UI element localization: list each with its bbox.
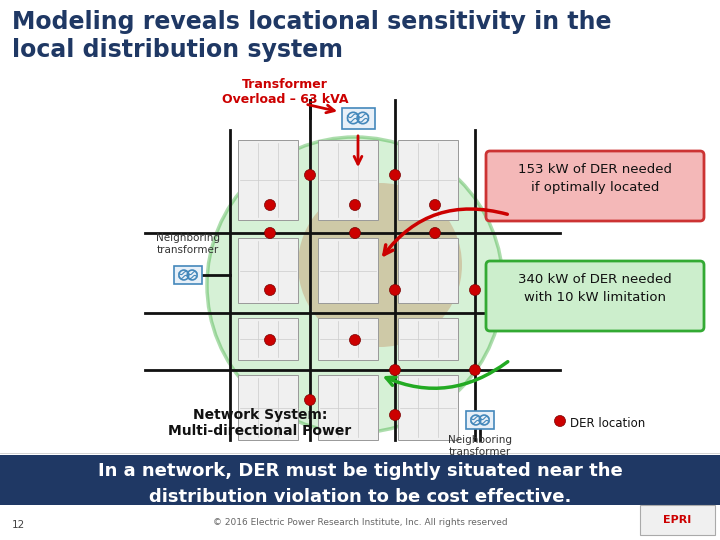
Circle shape <box>264 334 276 346</box>
Text: Neighboring
transformer: Neighboring transformer <box>448 435 512 457</box>
Circle shape <box>349 199 361 211</box>
Bar <box>238 140 298 220</box>
Circle shape <box>469 285 480 295</box>
Text: 340 kW of DER needed
with 10 kW limitation: 340 kW of DER needed with 10 kW limitati… <box>518 273 672 304</box>
Bar <box>398 318 458 360</box>
Bar <box>318 318 378 360</box>
Bar <box>0 455 720 505</box>
Text: Modeling reveals locational sensitivity in the: Modeling reveals locational sensitivity … <box>12 10 611 34</box>
Circle shape <box>349 227 361 239</box>
Circle shape <box>305 170 315 180</box>
Text: Network System:
Multi-directional Power: Network System: Multi-directional Power <box>168 408 351 438</box>
Text: © 2016 Electric Power Research Institute, Inc. All rights reserved: © 2016 Electric Power Research Institute… <box>212 518 508 527</box>
Circle shape <box>264 199 276 211</box>
FancyBboxPatch shape <box>486 151 704 221</box>
Bar <box>466 411 495 429</box>
Circle shape <box>390 285 400 295</box>
Text: Neighboring
transformer: Neighboring transformer <box>156 233 220 255</box>
Bar <box>238 318 298 360</box>
Bar <box>238 238 298 303</box>
Circle shape <box>430 199 441 211</box>
Bar <box>398 238 458 303</box>
Circle shape <box>264 227 276 239</box>
Text: local distribution system: local distribution system <box>12 38 343 62</box>
Circle shape <box>264 285 276 295</box>
Circle shape <box>469 364 480 375</box>
Text: In a network, DER must be tightly situated near the
distribution violation to be: In a network, DER must be tightly situat… <box>98 462 622 505</box>
Text: EPRI: EPRI <box>663 515 691 525</box>
Circle shape <box>305 395 315 406</box>
Bar <box>398 140 458 220</box>
Circle shape <box>430 227 441 239</box>
Circle shape <box>390 364 400 375</box>
Bar <box>318 140 378 220</box>
Bar <box>640 505 715 535</box>
Circle shape <box>554 415 565 427</box>
Bar <box>318 238 378 303</box>
Circle shape <box>390 170 400 180</box>
Circle shape <box>207 137 503 433</box>
Bar <box>318 375 378 440</box>
Text: 153 kW of DER needed
if optimally located: 153 kW of DER needed if optimally locate… <box>518 163 672 194</box>
Circle shape <box>349 334 361 346</box>
Circle shape <box>390 409 400 421</box>
Circle shape <box>298 183 462 347</box>
Text: DER location: DER location <box>570 417 645 430</box>
Bar <box>174 266 202 284</box>
Bar <box>398 375 458 440</box>
FancyBboxPatch shape <box>486 261 704 331</box>
Text: Transformer
Overload – 63 kVA: Transformer Overload – 63 kVA <box>222 78 348 106</box>
Text: 12: 12 <box>12 520 25 530</box>
Bar <box>341 107 374 129</box>
Bar <box>238 375 298 440</box>
